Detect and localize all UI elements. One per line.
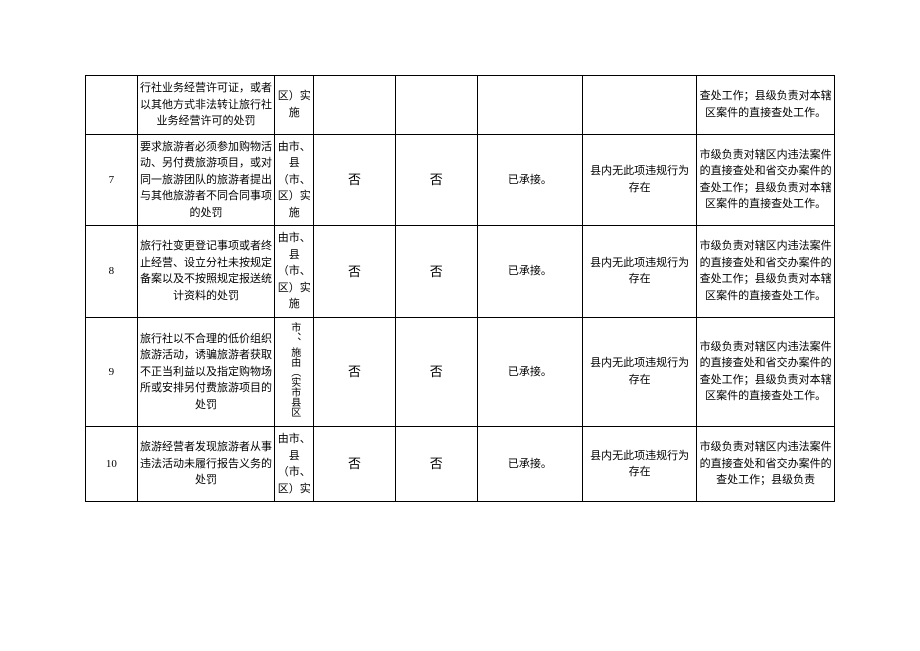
cell-num: 9 bbox=[86, 317, 138, 427]
table-row: 行社业务经营许可证，或者以其他方式非法转让旅行社业务经营许可的处罚 区）实施 查… bbox=[86, 76, 835, 135]
regulation-table: 行社业务经营许可证，或者以其他方式非法转让旅行社业务经营许可的处罚 区）实施 查… bbox=[85, 75, 835, 502]
cell-num: 8 bbox=[86, 226, 138, 318]
cell-flag2: 否 bbox=[395, 427, 477, 502]
cell-matter: 旅游经营者发现旅游者从事违法活动未履行报告义务的处罚 bbox=[137, 427, 275, 502]
table-body: 行社业务经营许可证，或者以其他方式非法转让旅行社业务经营许可的处罚 区）实施 查… bbox=[86, 76, 835, 502]
cell-authority: 市、、施由（实市县区 bbox=[275, 317, 314, 427]
cell-flag2: 否 bbox=[395, 134, 477, 226]
cell-num bbox=[86, 76, 138, 135]
cell-num: 7 bbox=[86, 134, 138, 226]
cell-flag1: 否 bbox=[314, 226, 396, 318]
cell-status: 已承接。 bbox=[477, 427, 582, 502]
cell-flag2: 否 bbox=[395, 226, 477, 318]
cell-authority: 由市、县（市、区）实施 bbox=[275, 134, 314, 226]
cell-flag1 bbox=[314, 76, 396, 135]
cell-status: 已承接。 bbox=[477, 317, 582, 427]
cell-status bbox=[477, 76, 582, 135]
cell-authority: 由市、县（市、区）实施 bbox=[275, 226, 314, 318]
cell-matter: 旅行社变更登记事项或者终止经营、设立分社未按规定备案以及不按照规定报送统计资料的… bbox=[137, 226, 275, 318]
cell-reason: 县内无此项违规行为存在 bbox=[583, 134, 697, 226]
authority-vert: 市、、施由（实市县区 bbox=[289, 322, 300, 417]
cell-status: 已承接。 bbox=[477, 226, 582, 318]
cell-note: 查处工作；县级负责对本辖区案件的直接查处工作。 bbox=[697, 76, 835, 135]
cell-matter: 要求旅游者必须参加购物活动、另付费旅游项目，或对同一旅游团队的旅游者提出与其他旅… bbox=[137, 134, 275, 226]
table-row: 10 旅游经营者发现旅游者从事违法活动未履行报告义务的处罚 由市、县（市、区）实… bbox=[86, 427, 835, 502]
cell-note: 市级负责对辖区内违法案件的直接查处和省交办案件的查处工作；县级负责 bbox=[697, 427, 835, 502]
cell-status: 已承接。 bbox=[477, 134, 582, 226]
cell-flag1: 否 bbox=[314, 317, 396, 427]
cell-flag2: 否 bbox=[395, 317, 477, 427]
table-row: 7 要求旅游者必须参加购物活动、另付费旅游项目，或对同一旅游团队的旅游者提出与其… bbox=[86, 134, 835, 226]
cell-flag2 bbox=[395, 76, 477, 135]
cell-reason bbox=[583, 76, 697, 135]
cell-note: 市级负责对辖区内违法案件的直接查处和省交办案件的查处工作；县级负责对本辖区案件的… bbox=[697, 226, 835, 318]
cell-reason: 县内无此项违规行为存在 bbox=[583, 427, 697, 502]
cell-num: 10 bbox=[86, 427, 138, 502]
cell-flag1: 否 bbox=[314, 427, 396, 502]
cell-matter: 行社业务经营许可证，或者以其他方式非法转让旅行社业务经营许可的处罚 bbox=[137, 76, 275, 135]
cell-note: 市级负责对辖区内违法案件的直接查处和省交办案件的查处工作；县级负责对本辖区案件的… bbox=[697, 317, 835, 427]
cell-authority: 区）实施 bbox=[275, 76, 314, 135]
cell-flag1: 否 bbox=[314, 134, 396, 226]
cell-authority: 由市、县（市、区）实 bbox=[275, 427, 314, 502]
cell-note: 市级负责对辖区内违法案件的直接查处和省交办案件的查处工作；县级负责对本辖区案件的… bbox=[697, 134, 835, 226]
table-row: 8 旅行社变更登记事项或者终止经营、设立分社未按规定备案以及不按照规定报送统计资… bbox=[86, 226, 835, 318]
cell-reason: 县内无此项违规行为存在 bbox=[583, 226, 697, 318]
cell-matter: 旅行社以不合理的低价组织旅游活动，诱骗旅游者获取不正当利益以及指定购物场所或安排… bbox=[137, 317, 275, 427]
cell-reason: 县内无此项违规行为存在 bbox=[583, 317, 697, 427]
table-row: 9 旅行社以不合理的低价组织旅游活动，诱骗旅游者获取不正当利益以及指定购物场所或… bbox=[86, 317, 835, 427]
